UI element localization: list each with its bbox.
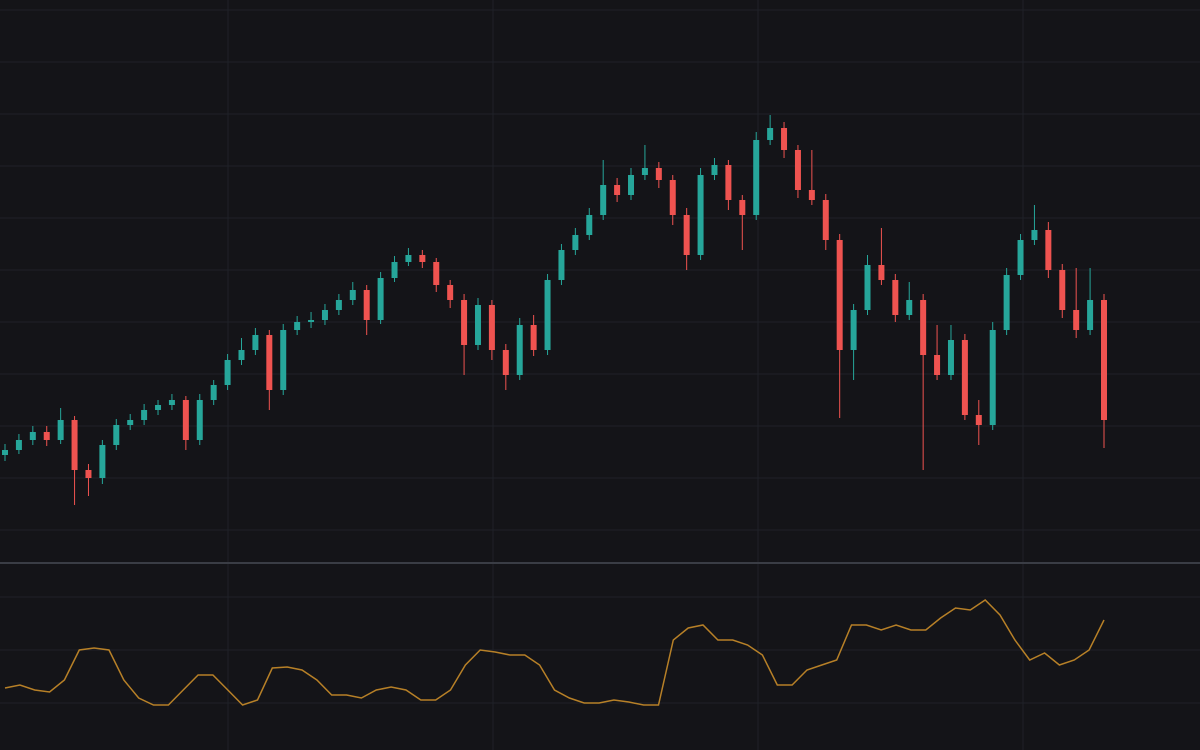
candle-body xyxy=(697,175,704,255)
candle-body xyxy=(433,262,440,285)
candle-body xyxy=(669,180,676,215)
candle-body xyxy=(989,330,996,425)
candle-body xyxy=(349,290,356,300)
candle-body xyxy=(1031,230,1038,240)
candle-body xyxy=(419,255,426,262)
candle-body xyxy=(168,400,175,405)
candle-body xyxy=(878,265,885,280)
candle-body xyxy=(488,305,495,350)
candle-body xyxy=(335,300,342,310)
candle-body xyxy=(794,150,801,190)
candle-body xyxy=(850,310,857,350)
candle-body xyxy=(683,215,690,255)
candle-body xyxy=(1017,240,1024,275)
candle-body xyxy=(15,440,22,450)
candle-body xyxy=(502,350,509,375)
candle-body xyxy=(1087,300,1094,330)
candle-body xyxy=(391,262,398,278)
area-fill xyxy=(5,600,1104,750)
candle-body xyxy=(906,300,913,315)
candle-body xyxy=(753,140,760,215)
candle-body xyxy=(43,432,50,440)
candle-body xyxy=(113,425,120,445)
candle-body xyxy=(655,168,662,180)
candle-body xyxy=(1073,310,1080,330)
candle-body xyxy=(29,432,36,440)
candle-body xyxy=(1003,275,1010,330)
candle-body xyxy=(1059,270,1066,310)
candle-body xyxy=(711,165,718,175)
candle-body xyxy=(628,175,635,195)
candle-body xyxy=(294,322,301,330)
candle-body xyxy=(321,310,328,320)
candle-body xyxy=(544,280,551,350)
candle-body xyxy=(377,278,384,320)
candle-body xyxy=(572,235,579,250)
candle-body xyxy=(975,415,982,425)
candle-body xyxy=(461,300,468,345)
candle-body xyxy=(224,360,231,385)
candle-body xyxy=(155,405,162,410)
candle-body xyxy=(781,128,788,150)
candle-body xyxy=(864,265,871,310)
candle-body xyxy=(836,240,843,350)
candle-body xyxy=(266,335,273,390)
candle-body xyxy=(85,470,92,478)
candle-body xyxy=(920,300,927,355)
candle-body xyxy=(808,190,815,200)
candle-body xyxy=(308,320,315,322)
candle-body xyxy=(822,200,829,240)
candle-body xyxy=(127,420,134,425)
candle-body xyxy=(99,445,106,478)
candle-body xyxy=(141,410,148,420)
candle-body xyxy=(196,400,203,440)
candle-body xyxy=(474,305,481,345)
area-line xyxy=(4,599,1105,706)
candle-body xyxy=(182,400,189,440)
candle-body xyxy=(71,420,78,470)
candle-body xyxy=(586,215,593,235)
candle-body xyxy=(363,290,370,320)
candle-body xyxy=(2,450,8,455)
candle-body xyxy=(767,128,774,140)
candle-body xyxy=(530,325,537,350)
candle-body xyxy=(600,185,607,215)
candle-body xyxy=(934,355,941,375)
candle-body xyxy=(1045,230,1052,270)
candle-body xyxy=(280,330,287,390)
candle-body xyxy=(739,200,746,215)
candle-body xyxy=(57,420,64,440)
candle-body xyxy=(405,255,412,262)
candle-body xyxy=(516,325,523,375)
candle-body xyxy=(210,385,217,400)
candle-body xyxy=(892,280,899,315)
candle-body xyxy=(447,285,454,300)
candle-body xyxy=(961,340,968,415)
candle-body xyxy=(1101,300,1107,420)
candle-body xyxy=(238,350,245,360)
candle-body xyxy=(252,335,259,350)
candle-body xyxy=(947,340,954,375)
candle-body xyxy=(725,165,732,200)
candle-body xyxy=(614,185,621,195)
candle-body xyxy=(641,168,648,175)
candle-body xyxy=(558,250,565,280)
